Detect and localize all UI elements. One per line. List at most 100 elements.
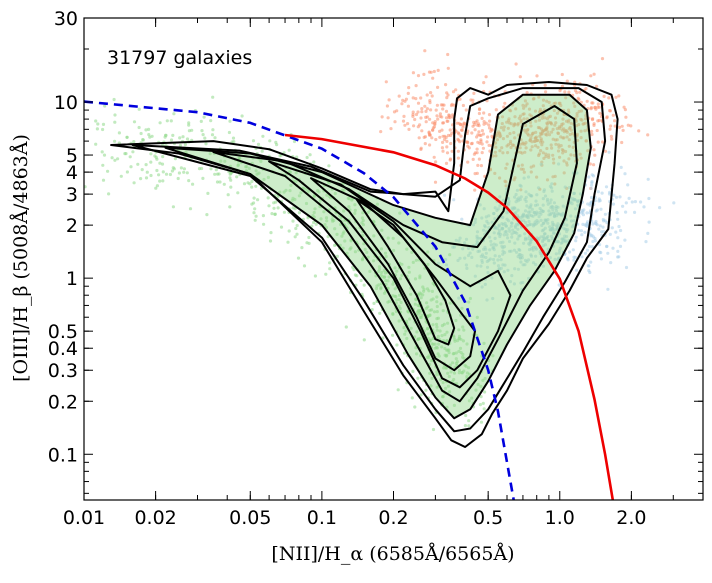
cloud-point (534, 130, 538, 134)
cloud-point (491, 154, 495, 158)
cloud-point (432, 125, 436, 129)
cloud-point (514, 250, 519, 254)
cloud-point (340, 234, 344, 238)
cloud-point (510, 143, 515, 147)
cloud-point (586, 220, 590, 224)
cloud-point (313, 207, 317, 211)
cloud-point (419, 308, 423, 312)
cloud-point (324, 272, 328, 276)
cloud-point (125, 135, 129, 139)
cloud-point (624, 201, 628, 205)
cloud-point (494, 243, 498, 247)
cloud-point (445, 151, 450, 155)
cloud-point (145, 170, 149, 174)
cloud-point (462, 369, 466, 373)
cloud-point (513, 206, 517, 210)
cloud-point (561, 239, 566, 243)
cloud-point (461, 103, 465, 108)
cloud-point (187, 179, 191, 183)
cloud-point (532, 164, 536, 168)
cloud-point (501, 263, 505, 267)
cloud-point (547, 133, 552, 137)
cloud-point (505, 217, 509, 221)
cloud-point (553, 101, 558, 105)
cloud-point (292, 139, 297, 144)
cloud-point (541, 151, 545, 155)
cloud-point (551, 157, 556, 161)
cloud-point (440, 345, 444, 349)
cloud-point (110, 156, 114, 160)
cloud-point (426, 305, 430, 309)
cloud-point (623, 108, 628, 112)
cloud-point (614, 230, 618, 234)
cloud-point (413, 277, 418, 281)
cloud-point (574, 124, 579, 128)
cloud-point (428, 371, 432, 375)
cloud-point (482, 122, 486, 126)
cloud-point (535, 236, 539, 240)
cloud-point (493, 236, 497, 240)
cloud-point (546, 221, 550, 225)
cloud-point (521, 112, 525, 116)
cloud-point (448, 116, 452, 120)
cloud-point (319, 217, 323, 221)
cloud-point (431, 128, 435, 132)
cloud-point (447, 351, 451, 355)
cloud-point (553, 228, 557, 232)
cloud-point (621, 204, 625, 208)
cloud-point (328, 261, 332, 265)
cloud-point (414, 297, 418, 301)
cloud-point (608, 127, 612, 131)
cloud-point (624, 115, 628, 119)
cloud-point (536, 270, 540, 274)
cloud-point (569, 128, 573, 132)
cloud-point (410, 250, 414, 254)
cloud-point (113, 158, 117, 162)
cloud-point (419, 147, 423, 151)
cloud-point (550, 189, 554, 193)
cloud-point (261, 134, 265, 138)
cloud-point (449, 141, 453, 146)
cloud-point (430, 289, 434, 293)
cloud-point (391, 282, 395, 286)
cloud-point (102, 153, 107, 157)
cloud-point (359, 278, 363, 283)
cloud-point (405, 319, 409, 323)
cloud-point (304, 187, 308, 191)
cloud-point (551, 137, 555, 141)
cloud-point (544, 218, 548, 222)
cloud-point (182, 170, 186, 174)
cloud-point (474, 388, 478, 392)
cloud-point (436, 68, 440, 72)
cloud-point (455, 121, 459, 125)
cloud-point (616, 255, 620, 259)
cloud-point (406, 309, 410, 313)
cloud-point (178, 143, 182, 148)
cloud-point (423, 104, 427, 108)
cloud-point (254, 214, 258, 218)
cloud-point (468, 251, 472, 255)
cloud-point (181, 135, 185, 139)
cloud-point (209, 167, 213, 171)
cloud-point (578, 90, 582, 94)
cloud-point (528, 138, 532, 142)
cloud-point (538, 126, 542, 130)
cloud-point (529, 124, 533, 128)
cloud-point (448, 158, 452, 162)
cloud-point (478, 403, 482, 407)
cloud-point (508, 280, 512, 284)
cloud-point (426, 326, 430, 331)
cloud-point (583, 117, 588, 121)
cloud-point (461, 325, 465, 329)
cloud-point (480, 258, 484, 262)
cloud-point (137, 125, 141, 130)
cloud-point (493, 254, 497, 258)
cloud-point (325, 193, 329, 197)
cloud-point (590, 233, 594, 237)
cloud-point (113, 120, 117, 124)
cloud-point (556, 149, 561, 153)
cloud-point (540, 116, 544, 120)
cloud-point (563, 90, 567, 94)
cloud-point (475, 264, 479, 268)
cloud-point (554, 209, 559, 213)
